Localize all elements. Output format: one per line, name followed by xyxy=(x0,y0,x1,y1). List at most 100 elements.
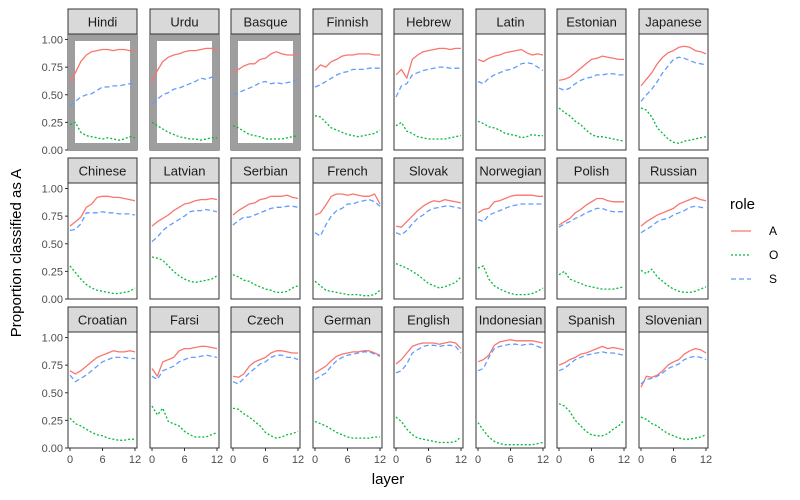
panel-background xyxy=(67,33,138,151)
series-line-o xyxy=(477,265,544,296)
x-tick-label: 0 xyxy=(312,454,318,466)
x-tick-label: 0 xyxy=(230,454,236,466)
strip-label: Japanese xyxy=(645,15,701,30)
strip-label: Farsi xyxy=(170,313,199,328)
series-line-a xyxy=(232,51,299,74)
series-line-o xyxy=(395,263,462,289)
x-tick-label: 6 xyxy=(344,454,350,466)
panel-background xyxy=(638,331,709,449)
strip-background xyxy=(149,157,220,184)
strip-background xyxy=(556,157,627,184)
panel-background xyxy=(230,33,301,151)
series-line-s xyxy=(477,203,543,223)
y-tick-label: 0.25 xyxy=(42,415,63,427)
strip-background xyxy=(556,8,627,35)
legend-entries: AOS xyxy=(731,224,778,286)
facet-panel-hindi: Hindi 0.00 0.25 0.50 0.75 1.00 xyxy=(42,8,138,157)
strip-background xyxy=(149,8,220,35)
series-line-a xyxy=(477,48,544,63)
series-line-o xyxy=(151,405,218,438)
x-tick-label: 6 xyxy=(507,454,513,466)
highlight-frame xyxy=(150,34,219,150)
series-line-o xyxy=(395,416,462,444)
panel-background xyxy=(312,331,383,449)
y-tick-label: 0.50 xyxy=(42,388,63,400)
strip-background xyxy=(638,157,709,184)
y-tick-label: 0.00 xyxy=(42,443,63,455)
y-tick-label: 0.25 xyxy=(42,266,63,278)
series-line-o xyxy=(151,256,218,284)
facet-panel-croatian: Croatian 0.00 0.25 0.50 0.75 1.00 0 6 12 xyxy=(42,306,141,466)
facet-panel-japanese: Japanese xyxy=(638,8,709,151)
series-line-a xyxy=(151,345,218,377)
x-tick-label: 0 xyxy=(149,454,155,466)
series-line-o xyxy=(232,125,299,140)
series-line-s xyxy=(314,351,381,381)
strip-label: Slovak xyxy=(409,164,449,179)
series-line-s xyxy=(558,73,624,91)
series-line-s xyxy=(640,205,707,234)
highlight-frame xyxy=(231,34,300,150)
facet-panel-french: French xyxy=(312,157,383,300)
strip-background xyxy=(230,306,301,333)
y-axis-title: Proportion classified as A xyxy=(8,169,25,337)
x-tick-label: 12 xyxy=(374,454,386,466)
strip-label: Hebrew xyxy=(406,15,451,30)
facet-panel-norwegian: Norwegian xyxy=(475,157,546,300)
x-tick-label: 12 xyxy=(292,454,304,466)
strip-background xyxy=(67,306,138,333)
facet-panel-latvian: Latvian xyxy=(149,157,220,300)
facet-panel-english: English 0 6 12 xyxy=(393,306,467,466)
x-tick-label: 12 xyxy=(537,454,549,466)
facet-panel-latin: Latin xyxy=(475,8,546,151)
strip-label: Basque xyxy=(243,15,287,30)
x-tick-label: 12 xyxy=(211,454,223,466)
panel-background xyxy=(393,331,464,449)
x-tick-label: 0 xyxy=(556,454,562,466)
strip-background xyxy=(475,8,546,35)
panel-background xyxy=(149,182,220,300)
panel-background xyxy=(312,33,383,151)
facet-panel-polish: Polish xyxy=(556,157,627,300)
panel-background xyxy=(475,33,546,151)
strip-label: Hindi xyxy=(88,15,118,30)
series-line-o xyxy=(558,107,625,142)
series-line-o xyxy=(477,422,544,446)
series-line-s xyxy=(69,83,135,107)
panel-background xyxy=(149,331,220,449)
strip-label: German xyxy=(324,313,371,328)
y-tick-label: 0.50 xyxy=(42,90,63,102)
panel-background xyxy=(393,33,464,151)
series-line-a xyxy=(314,53,380,71)
facet-panel-urdu: Urdu xyxy=(149,8,220,151)
y-tick-label: 0.50 xyxy=(42,239,63,251)
series-line-o xyxy=(640,107,707,145)
series-line-a xyxy=(395,341,462,365)
series-line-a xyxy=(314,350,381,374)
legend: role AOS xyxy=(730,196,778,286)
strip-label: Indonesian xyxy=(479,313,543,328)
y-tick-label: 1.00 xyxy=(42,184,63,196)
series-line-s xyxy=(640,355,707,385)
series-line-a xyxy=(151,197,218,227)
series-line-s xyxy=(232,78,299,96)
series-line-s xyxy=(395,344,462,374)
series-line-a xyxy=(314,193,381,216)
x-tick-label: 0 xyxy=(393,454,399,466)
panel-background xyxy=(556,331,627,449)
panel-background xyxy=(556,33,627,151)
facet-panel-estonian: Estonian xyxy=(556,8,627,151)
facet-panel-russian: Russian xyxy=(638,157,709,300)
series-line-a xyxy=(477,194,543,214)
facet-panel-chinese: Chinese 0.00 0.25 0.50 0.75 1.00 xyxy=(42,157,138,306)
strip-background xyxy=(312,306,383,333)
strip-background xyxy=(393,8,464,35)
series-line-a xyxy=(69,350,136,375)
panel-background xyxy=(638,33,709,151)
strip-background xyxy=(67,157,138,184)
panel-background xyxy=(67,182,138,300)
series-line-s xyxy=(558,207,624,228)
strip-label: Latin xyxy=(496,15,524,30)
highlight-frame xyxy=(68,34,137,150)
series-line-a xyxy=(151,47,218,82)
